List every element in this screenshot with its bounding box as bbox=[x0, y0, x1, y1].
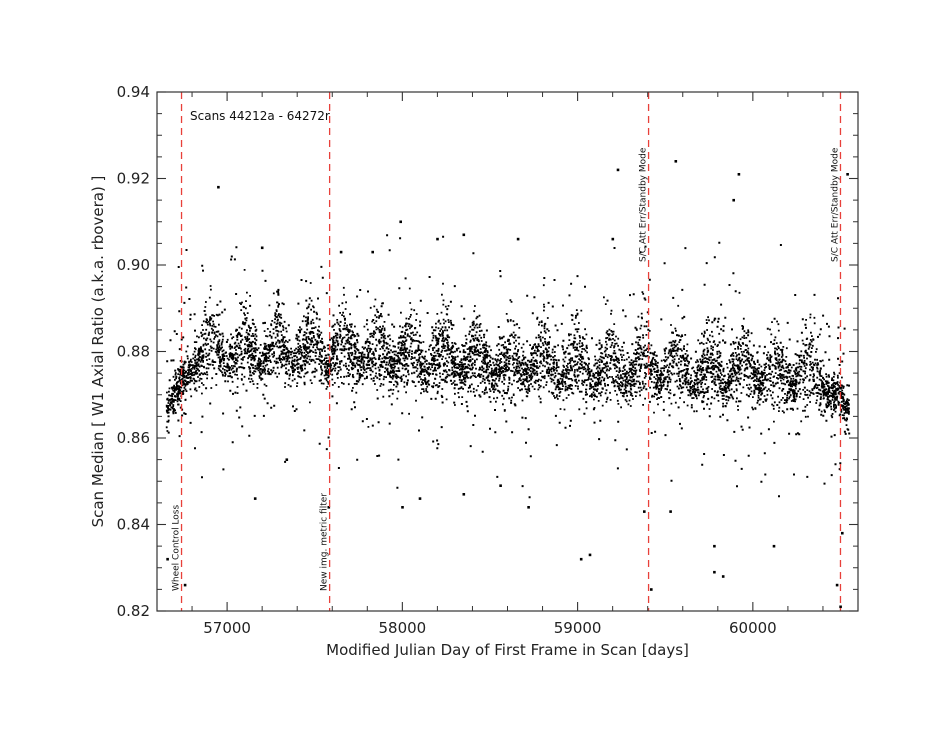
outlier-point bbox=[616, 168, 620, 172]
outlier-point bbox=[721, 575, 725, 578]
y-tick-label: 0.92 bbox=[117, 170, 150, 188]
outlier-point bbox=[462, 493, 466, 496]
outlier-point bbox=[339, 250, 343, 254]
y-tick-label: 0.90 bbox=[117, 256, 150, 274]
event-line-label: Wheel Control Loss bbox=[172, 505, 182, 591]
outlier-point bbox=[183, 583, 187, 587]
outlier-point bbox=[371, 250, 374, 254]
event-line-label: S/C Att Err/Standby Mode bbox=[639, 147, 649, 262]
outlier-point bbox=[643, 510, 646, 513]
outlier-point bbox=[217, 185, 220, 189]
outlier-points bbox=[166, 160, 849, 609]
y-tick-label: 0.88 bbox=[117, 343, 150, 361]
outlier-point bbox=[839, 605, 842, 609]
scan-range-annotation: Scans 44212a - 64272r bbox=[190, 109, 330, 123]
outlier-point bbox=[436, 237, 439, 241]
outlier-point bbox=[462, 233, 466, 237]
outlier-point bbox=[579, 557, 583, 561]
outlier-point bbox=[737, 173, 741, 176]
outlier-point bbox=[674, 160, 678, 163]
outlier-point bbox=[516, 237, 520, 241]
x-axis-label: Modified Julian Day of First Frame in Sc… bbox=[326, 641, 689, 659]
event-lines bbox=[180, 92, 842, 611]
outlier-point bbox=[285, 458, 289, 461]
outlier-point bbox=[401, 506, 404, 509]
x-tick-label: 60000 bbox=[729, 619, 777, 637]
outlier-point bbox=[772, 544, 776, 548]
x-tick-label: 57000 bbox=[203, 619, 251, 637]
scatter-cloud bbox=[165, 234, 851, 499]
outlier-point bbox=[846, 173, 849, 176]
outlier-point bbox=[418, 497, 422, 500]
outlier-point bbox=[527, 506, 530, 509]
y-tick-label: 0.86 bbox=[117, 429, 150, 447]
y-tick-label: 0.94 bbox=[117, 83, 150, 101]
outlier-point bbox=[260, 246, 264, 250]
outlier-point bbox=[499, 484, 502, 487]
outlier-point bbox=[166, 557, 169, 561]
event-line-label: S/C Att Err/Standby Mode bbox=[830, 147, 840, 262]
y-axis-label: Scan Median [ W1 Axial Ratio (a.k.a. rbo… bbox=[89, 176, 107, 528]
event-line-labels: Wheel Control Loss New img. metric filter… bbox=[172, 147, 841, 591]
outlier-point bbox=[253, 497, 257, 500]
x-tick-label: 59000 bbox=[554, 619, 602, 637]
axis-ticks bbox=[156, 91, 859, 612]
outlier-point bbox=[835, 583, 839, 587]
outlier-point bbox=[611, 237, 615, 241]
outlier-point bbox=[732, 198, 735, 202]
outlier-point bbox=[713, 544, 716, 548]
y-tick-label: 0.84 bbox=[117, 516, 150, 534]
outlier-point bbox=[669, 510, 672, 513]
outlier-point bbox=[327, 506, 331, 509]
outlier-point bbox=[841, 531, 844, 535]
event-line-label: New img. metric filter bbox=[320, 493, 330, 591]
x-tick-label: 58000 bbox=[378, 619, 426, 637]
outlier-point bbox=[399, 220, 402, 224]
axis-tick-labels: 57000 58000 59000 60000 0.82 0.84 0.86 0.88 0.90… bbox=[117, 83, 777, 637]
y-tick-label: 0.82 bbox=[117, 602, 150, 620]
data-points bbox=[165, 234, 851, 499]
outlier-point bbox=[588, 553, 592, 557]
outlier-point bbox=[713, 570, 716, 574]
outlier-point bbox=[650, 588, 653, 591]
